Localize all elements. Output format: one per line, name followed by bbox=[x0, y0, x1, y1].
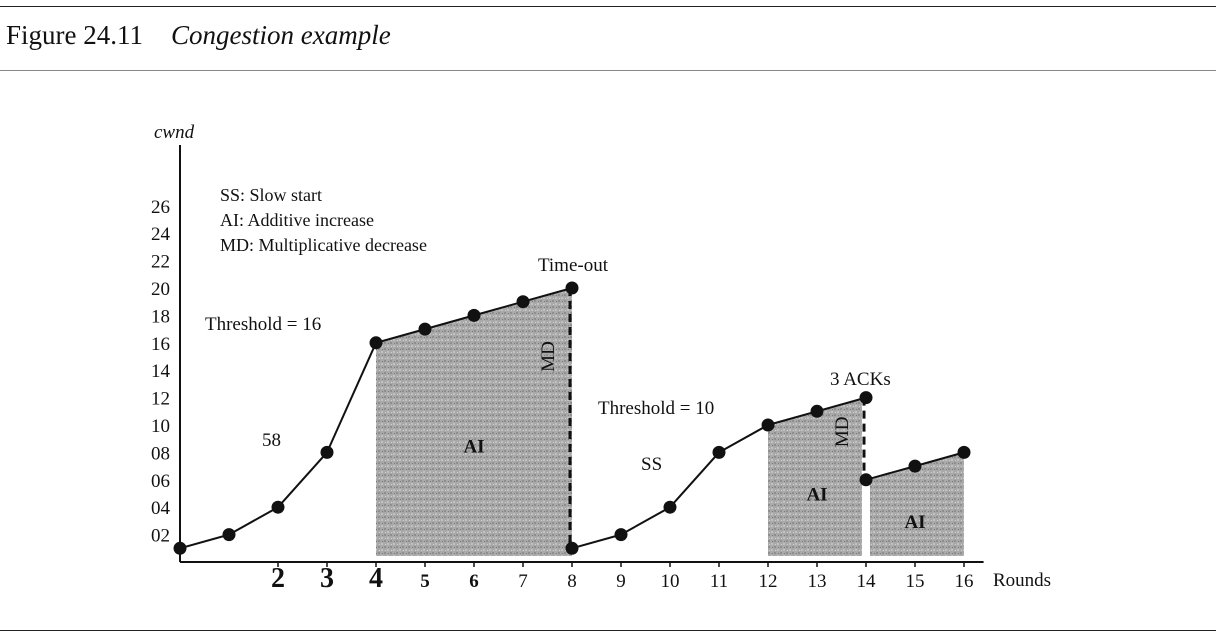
tick-labels: 02 04 06 08 10 12 14 16 18 20 22 24 26 2 3 4 5 6 7 8 9 10 11 12… bbox=[151, 197, 974, 594]
figure-number: Figure 24.11 bbox=[6, 20, 143, 50]
bottom-rule bbox=[0, 630, 1216, 631]
series-segment bbox=[620, 506, 671, 536]
y-tick-label: 24 bbox=[151, 224, 171, 245]
x-tick-label: 9 bbox=[616, 571, 626, 592]
data-point bbox=[418, 322, 432, 336]
series-segment bbox=[865, 465, 916, 481]
series-segment bbox=[669, 451, 720, 508]
series-segment bbox=[277, 451, 328, 508]
x-tick-label: 16 bbox=[955, 571, 974, 592]
data-point bbox=[859, 391, 873, 405]
x-tick-label: 5 bbox=[420, 571, 430, 592]
data-point bbox=[516, 295, 530, 309]
y-tick-label: 04 bbox=[151, 498, 171, 519]
data-point bbox=[173, 541, 187, 555]
data-point bbox=[957, 445, 971, 459]
data-point bbox=[565, 281, 579, 295]
data-point bbox=[271, 500, 285, 514]
x-tick-label: 7 bbox=[518, 571, 528, 592]
series-segment bbox=[326, 342, 377, 453]
series-segment bbox=[571, 533, 622, 550]
series-lines bbox=[179, 287, 965, 550]
data-point bbox=[565, 541, 579, 555]
x-tick-label: 12 bbox=[759, 571, 778, 592]
x-tick-label: 10 bbox=[661, 571, 680, 592]
x-tick-label: 8 bbox=[567, 571, 577, 592]
x-tick-label: 4 bbox=[369, 563, 383, 594]
series-segment bbox=[228, 506, 279, 536]
y-tick-label: 08 bbox=[151, 443, 170, 464]
series-segment bbox=[914, 451, 965, 468]
figure-caption: Congestion example bbox=[171, 20, 391, 50]
data-point bbox=[810, 404, 824, 418]
axes bbox=[179, 145, 984, 567]
x-tick-label: 14 bbox=[857, 571, 877, 592]
chart-labels: cwnd Rounds Time-out Threshold = 16 Threshol… bbox=[154, 122, 1051, 591]
annotation-label: Time-out bbox=[538, 255, 609, 276]
legend-entry: AI: Additive increase bbox=[220, 210, 374, 230]
y-tick-label: 18 bbox=[151, 306, 170, 327]
data-point bbox=[712, 445, 726, 459]
x-tick-label: 11 bbox=[710, 571, 728, 592]
series-segment bbox=[473, 300, 524, 317]
series-segment bbox=[522, 287, 573, 303]
y-tick-label: 02 bbox=[151, 526, 170, 547]
ai-region-label: AI bbox=[904, 512, 925, 533]
x-tick-label: 13 bbox=[808, 571, 827, 592]
data-point bbox=[614, 528, 628, 542]
figure-header: Figure 24.11 Congestion example bbox=[6, 20, 391, 51]
shaded-region-ai bbox=[870, 452, 964, 556]
series-segment bbox=[424, 314, 475, 331]
ai-region-label: AI bbox=[463, 436, 484, 457]
x-axis-label: Rounds bbox=[993, 570, 1051, 591]
x-tick-label: 15 bbox=[906, 571, 925, 592]
shaded-region-ai bbox=[376, 288, 572, 556]
data-point bbox=[663, 500, 677, 514]
shaded-regions: AI AI AI bbox=[376, 288, 964, 556]
data-point bbox=[908, 459, 922, 473]
annotation-label: Threshold = 10 bbox=[598, 398, 714, 419]
data-point bbox=[859, 473, 873, 487]
annotation-label: SS bbox=[641, 454, 662, 475]
md-label: MD bbox=[538, 341, 559, 372]
y-tick-label: 16 bbox=[151, 334, 170, 355]
x-tick-label: 3 bbox=[320, 563, 334, 594]
drop-lines: MD MD bbox=[538, 288, 866, 549]
data-point bbox=[369, 336, 383, 350]
y-tick-label: 20 bbox=[151, 279, 170, 300]
annotation-label: Threshold = 16 bbox=[205, 314, 321, 335]
y-tick-label: 26 bbox=[151, 197, 170, 218]
series-segment bbox=[718, 424, 769, 454]
y-tick-label: 06 bbox=[151, 471, 170, 492]
ai-region-label: AI bbox=[806, 484, 827, 505]
data-points bbox=[173, 281, 971, 555]
y-tick-label: 22 bbox=[151, 252, 170, 273]
md-label: MD bbox=[832, 417, 853, 448]
data-point bbox=[467, 308, 481, 322]
y-axis-label: cwnd bbox=[154, 122, 195, 143]
series-segment bbox=[179, 533, 230, 550]
legend-entry: SS: Slow start bbox=[220, 185, 322, 205]
data-point bbox=[320, 445, 334, 459]
series-segment bbox=[375, 328, 426, 344]
x-tick-label: 6 bbox=[469, 571, 479, 592]
y-tick-label: 14 bbox=[151, 361, 171, 382]
y-tick-label: 10 bbox=[151, 416, 170, 437]
legend-entry: MD: Multiplicative decrease bbox=[220, 235, 427, 255]
data-point bbox=[222, 528, 236, 542]
series-segment bbox=[767, 410, 818, 426]
shaded-region-ai bbox=[768, 397, 862, 556]
x-tick-label: 2 bbox=[271, 563, 285, 594]
top-rule bbox=[0, 6, 1216, 7]
annotation-label: 3 ACKs bbox=[830, 369, 891, 390]
data-point bbox=[761, 418, 775, 432]
annotation-label: 58 bbox=[262, 430, 281, 451]
header-rule bbox=[0, 70, 1216, 71]
series-segment bbox=[816, 396, 867, 413]
y-tick-label: 12 bbox=[151, 389, 170, 410]
